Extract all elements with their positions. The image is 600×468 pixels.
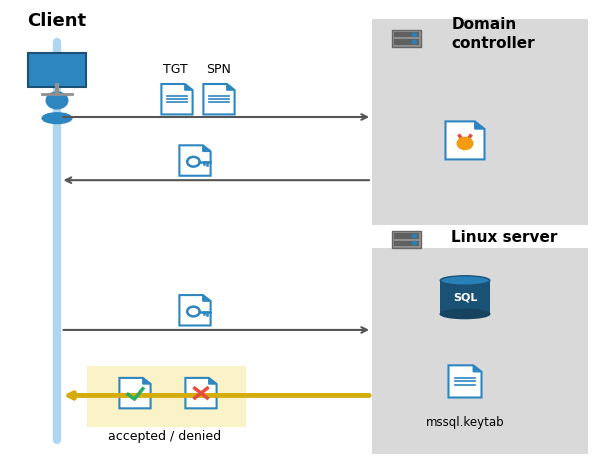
Bar — [440, 280, 490, 314]
FancyBboxPatch shape — [392, 29, 421, 47]
Ellipse shape — [440, 309, 490, 319]
Polygon shape — [227, 84, 235, 90]
FancyBboxPatch shape — [394, 241, 419, 246]
Polygon shape — [179, 295, 211, 326]
Polygon shape — [203, 145, 211, 152]
Polygon shape — [185, 378, 217, 408]
Circle shape — [412, 40, 416, 44]
Polygon shape — [119, 378, 151, 408]
Circle shape — [412, 234, 416, 238]
Polygon shape — [203, 84, 235, 114]
Polygon shape — [473, 366, 482, 372]
Text: SQL: SQL — [453, 292, 477, 302]
Text: Client: Client — [28, 12, 86, 30]
Ellipse shape — [41, 112, 73, 124]
FancyBboxPatch shape — [394, 234, 419, 239]
Polygon shape — [143, 378, 151, 384]
Polygon shape — [446, 121, 485, 160]
Text: TGT: TGT — [163, 63, 188, 76]
FancyBboxPatch shape — [28, 53, 86, 87]
Text: accepted / denied: accepted / denied — [109, 430, 221, 443]
Polygon shape — [161, 84, 193, 114]
Circle shape — [412, 33, 416, 37]
FancyBboxPatch shape — [392, 231, 421, 249]
Circle shape — [412, 241, 416, 245]
Polygon shape — [185, 84, 193, 90]
Ellipse shape — [440, 276, 490, 285]
Polygon shape — [179, 145, 211, 176]
FancyBboxPatch shape — [394, 39, 419, 44]
FancyBboxPatch shape — [394, 32, 419, 37]
FancyBboxPatch shape — [372, 19, 588, 225]
Text: Linux server: Linux server — [451, 230, 557, 245]
FancyBboxPatch shape — [87, 366, 246, 427]
Circle shape — [46, 92, 68, 109]
Polygon shape — [475, 121, 485, 129]
Polygon shape — [449, 366, 482, 397]
Circle shape — [457, 138, 473, 150]
Polygon shape — [209, 378, 217, 384]
Text: Domain
controller: Domain controller — [451, 17, 535, 51]
FancyBboxPatch shape — [372, 248, 588, 454]
Polygon shape — [203, 295, 211, 301]
Text: mssql.keytab: mssql.keytab — [425, 416, 505, 429]
Text: SPN: SPN — [206, 63, 232, 76]
